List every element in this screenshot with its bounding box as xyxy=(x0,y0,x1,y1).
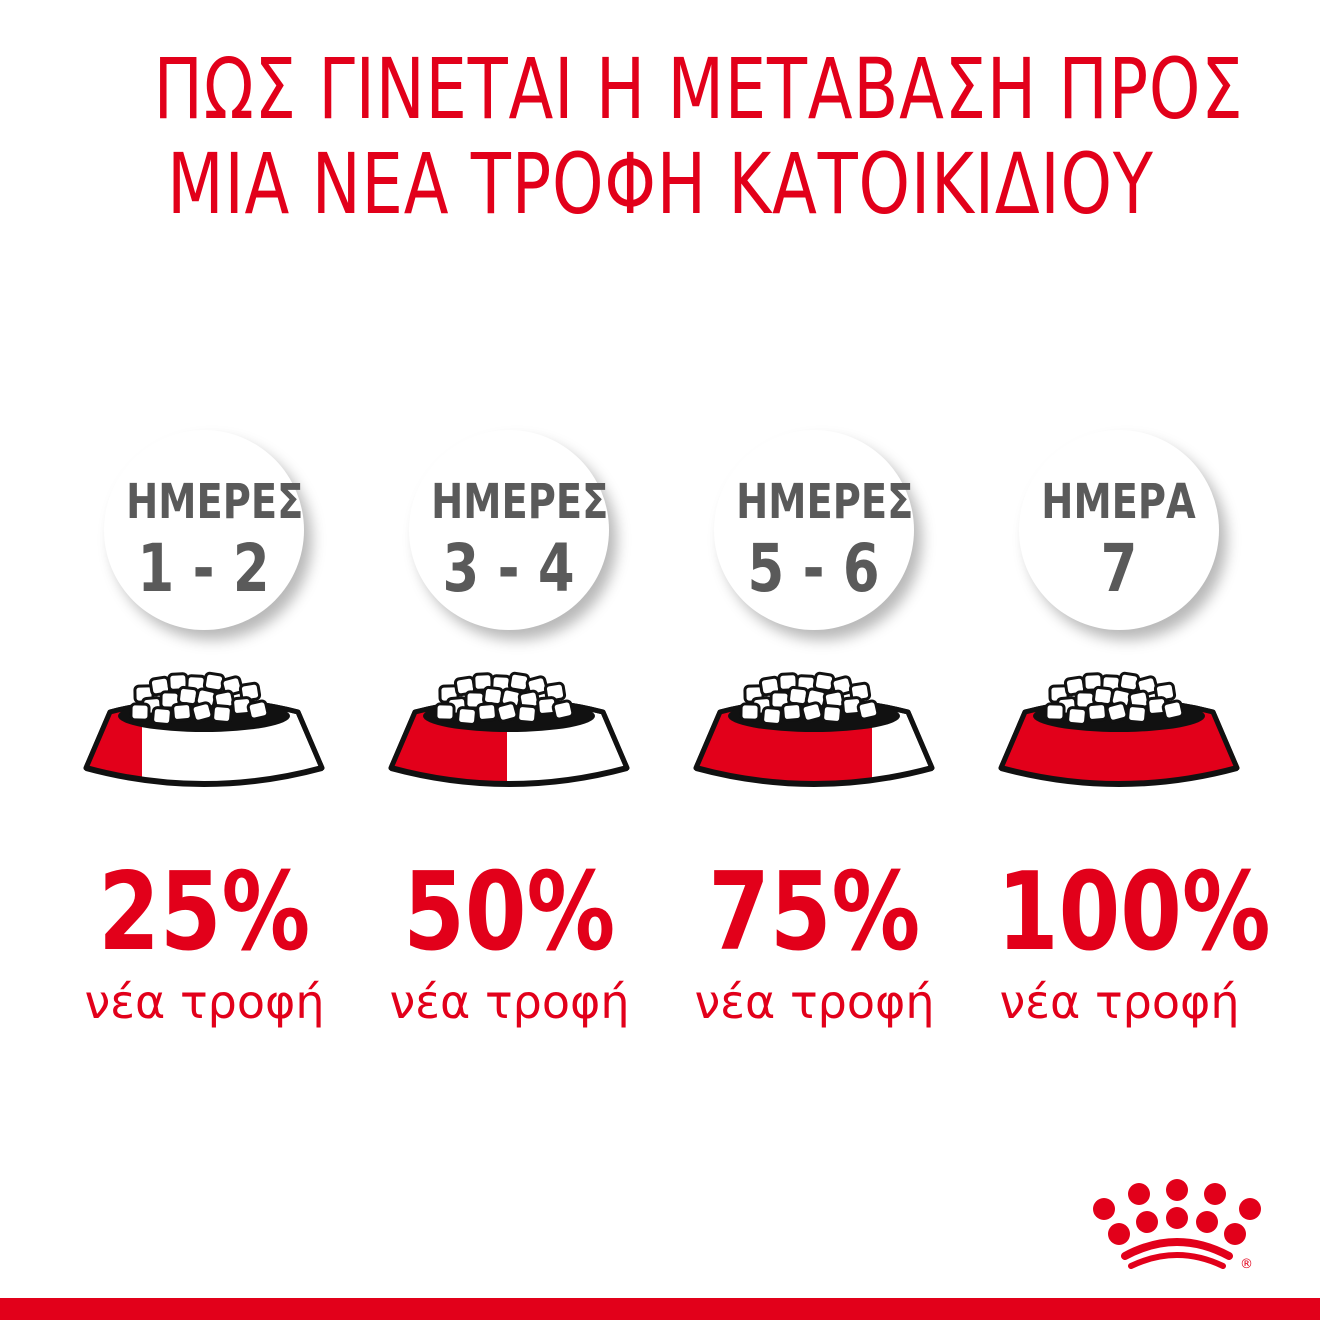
day-circle: ΗΜΕΡΕΣ 5 - 6 xyxy=(714,430,914,630)
page-title-line-1: ΠΩΣ ΓΙΝΕΤΑΙ Η ΜΕΤΑΒΑΣΗ ΠΡΟΣ xyxy=(153,40,1244,138)
food-bowl-icon xyxy=(83,671,325,787)
new-food-caption: νέα τροφή xyxy=(389,975,630,1029)
kibble xyxy=(1044,671,1185,726)
day-circle: ΗΜΕΡΕΣ 3 - 4 xyxy=(409,430,609,630)
day-label: ΗΜΕΡΕΣ xyxy=(431,474,609,530)
kibble xyxy=(739,671,880,726)
step-3: ΗΜΕΡΕΣ 5 - 6 75% νέα τροφή xyxy=(662,420,967,1060)
food-bowl-icon xyxy=(693,671,935,787)
day-range: 3 - 4 xyxy=(442,530,576,607)
food-bowl-icon xyxy=(998,671,1240,787)
day-range: 5 - 6 xyxy=(747,530,881,607)
day-label: ΗΜΕΡΑ xyxy=(1041,474,1197,530)
bottom-brand-bar xyxy=(0,1298,1320,1320)
new-food-caption: νέα τροφή xyxy=(694,975,935,1029)
new-food-caption: νέα τροφή xyxy=(999,975,1240,1029)
kibble xyxy=(434,671,575,726)
new-food-percent: 100% xyxy=(997,850,1271,975)
new-food-percent: 75% xyxy=(708,850,921,975)
day-range: 1 - 2 xyxy=(137,530,271,607)
registered-mark: ® xyxy=(1240,1257,1253,1272)
day-range: 7 xyxy=(1100,530,1138,607)
step-4: ΗΜΕΡΑ 7 100% νέα τροφή xyxy=(967,420,1272,1060)
new-food-percent: 25% xyxy=(98,850,311,975)
food-bowl-icon xyxy=(388,671,630,787)
step-2: ΗΜΕΡΕΣ 3 - 4 50% νέα τροφή xyxy=(357,420,662,1060)
crown-logo: ® xyxy=(1093,1179,1261,1272)
step-1: ΗΜΕΡΕΣ 1 - 2 25% νέα τροφή xyxy=(52,420,357,1060)
day-label: ΗΜΕΡΕΣ xyxy=(736,474,914,530)
new-food-caption: νέα τροφή xyxy=(84,975,325,1029)
page-title-line-2: ΜΙΑ ΝΕΑ ΤΡΟΦΗ ΚΑΤΟΙΚΙΔΙΟΥ xyxy=(166,135,1154,233)
day-circle: ΗΜΕΡΑ 7 xyxy=(1019,430,1219,630)
day-label: ΗΜΕΡΕΣ xyxy=(126,474,304,530)
day-circle: ΗΜΕΡΕΣ 1 - 2 xyxy=(104,430,304,630)
kibble xyxy=(129,671,270,726)
new-food-percent: 50% xyxy=(403,850,616,975)
